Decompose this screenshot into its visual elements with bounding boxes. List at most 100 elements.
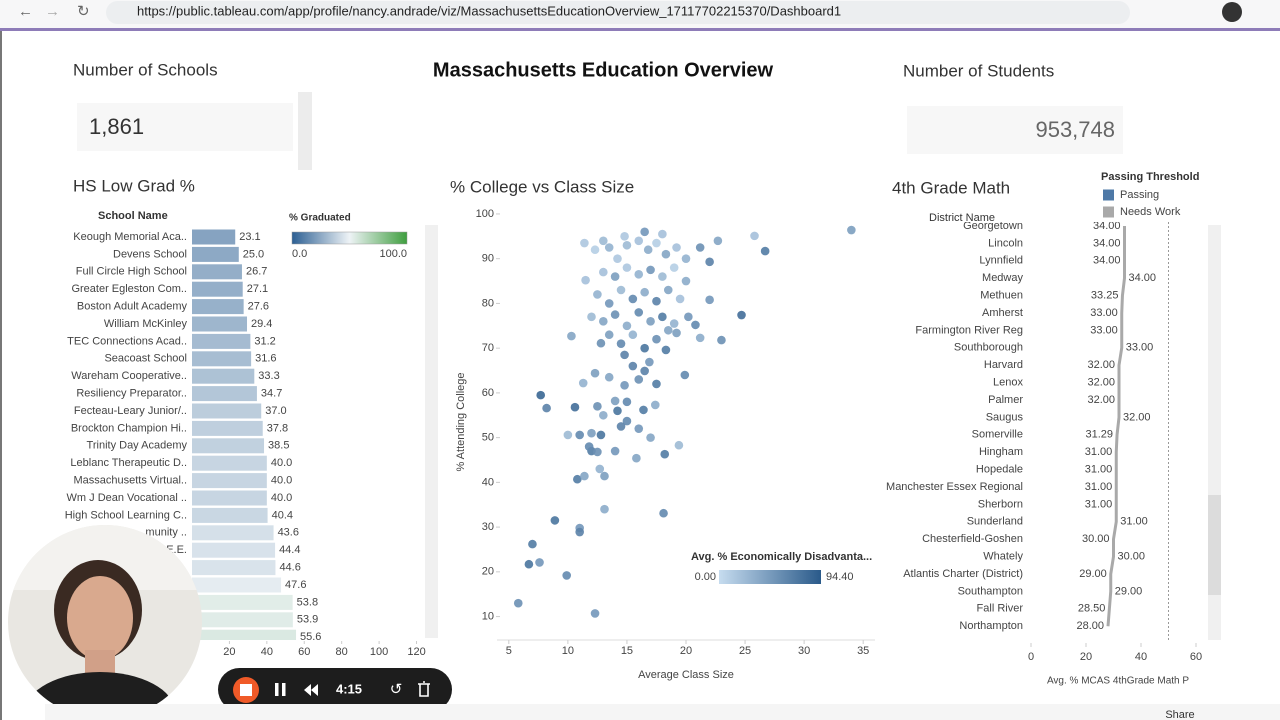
point bbox=[613, 406, 622, 416]
url: https://public.tableau.com/app/profile/n… bbox=[137, 3, 841, 18]
x-tick-label: 20 bbox=[680, 645, 692, 657]
bar bbox=[192, 594, 293, 610]
bar-value-label: 31.6 bbox=[255, 353, 276, 365]
back-button[interactable]: ← bbox=[18, 3, 33, 20]
point bbox=[669, 263, 679, 272]
value-label: 31.00 bbox=[1085, 498, 1113, 510]
bar bbox=[192, 316, 248, 332]
point bbox=[610, 272, 620, 281]
x-tick-label: 0 bbox=[1028, 651, 1034, 663]
kpi-label: Number of Schools bbox=[73, 60, 218, 79]
point bbox=[590, 609, 600, 618]
scrollbar bbox=[298, 92, 312, 170]
y-tick-label: 50 bbox=[482, 432, 494, 444]
share-button[interactable]: Share bbox=[1165, 709, 1194, 720]
kpi-value: 953,748 bbox=[1035, 117, 1115, 142]
forward-button[interactable]: → bbox=[45, 3, 60, 20]
point bbox=[567, 331, 576, 341]
point bbox=[604, 330, 614, 340]
y-axis-label: % Attending College bbox=[455, 372, 467, 471]
scrollbar[interactable] bbox=[425, 225, 438, 638]
point bbox=[590, 245, 600, 255]
point bbox=[604, 372, 614, 382]
point bbox=[622, 416, 632, 426]
bar bbox=[192, 229, 236, 245]
delete-button[interactable] bbox=[418, 681, 430, 697]
charts: 23.1 Keough Memorial Aca.. 25.0 Devens Scho… bbox=[65, 171, 1202, 687]
category-label: Keough Memorial Aca.. bbox=[73, 231, 187, 243]
point bbox=[622, 397, 632, 407]
bar bbox=[192, 403, 262, 419]
bar-value-label: 55.6 bbox=[300, 631, 321, 643]
point bbox=[593, 402, 602, 411]
legend-swatch bbox=[1103, 189, 1114, 201]
bar bbox=[192, 246, 239, 262]
point bbox=[599, 267, 608, 277]
y-tick-label: 20 bbox=[482, 566, 494, 578]
point bbox=[695, 333, 705, 343]
bar-value-label: 37.0 bbox=[265, 405, 286, 417]
kpi-value: 1,861 bbox=[89, 114, 144, 139]
point bbox=[573, 474, 582, 484]
point bbox=[563, 430, 573, 440]
point bbox=[562, 571, 571, 580]
bar-value-label: 44.6 bbox=[279, 562, 300, 574]
x-axis-label: Average Class Size bbox=[638, 669, 734, 681]
point bbox=[632, 453, 641, 463]
scrollbar-thumb[interactable] bbox=[1208, 495, 1221, 595]
column-header[interactable]: School Name bbox=[98, 210, 168, 222]
x-tick-label: 5 bbox=[506, 645, 512, 657]
point bbox=[613, 254, 622, 263]
bar-value-label: 47.6 bbox=[285, 579, 306, 591]
reload-button[interactable]: ↻ bbox=[77, 3, 90, 20]
bar bbox=[192, 577, 282, 593]
column-header[interactable]: District Name bbox=[929, 212, 995, 224]
point bbox=[587, 312, 596, 322]
bar-value-label: 44.4 bbox=[279, 544, 300, 556]
value-label: 34.00 bbox=[1093, 237, 1121, 249]
kpi-card bbox=[907, 106, 1123, 154]
y-tick-label: 100 bbox=[476, 208, 494, 220]
category-label: Trinity Day Academy bbox=[87, 440, 188, 452]
legend-swatch bbox=[1103, 206, 1114, 218]
value-label: 31.00 bbox=[1085, 481, 1113, 493]
pause-button[interactable] bbox=[275, 683, 279, 696]
kpi-label: Number of Students bbox=[903, 61, 1054, 80]
legend-max: 100.0 bbox=[379, 248, 407, 260]
point bbox=[528, 539, 537, 549]
tableau-toolbar bbox=[45, 704, 1280, 720]
point bbox=[650, 400, 660, 410]
point bbox=[542, 403, 551, 413]
point bbox=[646, 265, 655, 275]
profile-avatar[interactable] bbox=[1222, 2, 1242, 22]
bar bbox=[192, 507, 268, 523]
bar-value-label: 40.0 bbox=[271, 457, 292, 469]
bar bbox=[192, 299, 244, 315]
point bbox=[750, 231, 759, 241]
point bbox=[599, 317, 608, 326]
address-bar[interactable] bbox=[106, 1, 1130, 24]
point bbox=[675, 294, 685, 304]
restart-button[interactable]: ↺ bbox=[390, 681, 403, 698]
category-label: High School Learning C.. bbox=[65, 509, 187, 521]
value-label: 30.00 bbox=[1118, 551, 1146, 563]
value-label: 34.00 bbox=[1093, 255, 1121, 267]
category-label: Lynnfield bbox=[979, 255, 1023, 267]
point bbox=[581, 275, 590, 285]
value-label: 31.00 bbox=[1085, 464, 1113, 476]
point bbox=[590, 368, 600, 378]
browser-divider bbox=[0, 28, 1280, 31]
x-tick-label: 25 bbox=[739, 645, 751, 657]
point bbox=[620, 232, 629, 241]
category-label: Saugus bbox=[986, 411, 1024, 423]
point bbox=[640, 343, 649, 353]
point bbox=[587, 428, 596, 438]
category-label: munity .. bbox=[145, 527, 187, 539]
category-label: TEC Connections Acad.. bbox=[67, 335, 187, 347]
category-label: Lenox bbox=[993, 377, 1023, 389]
point bbox=[674, 440, 684, 450]
point bbox=[610, 396, 620, 406]
rewind-button[interactable] bbox=[304, 684, 318, 696]
